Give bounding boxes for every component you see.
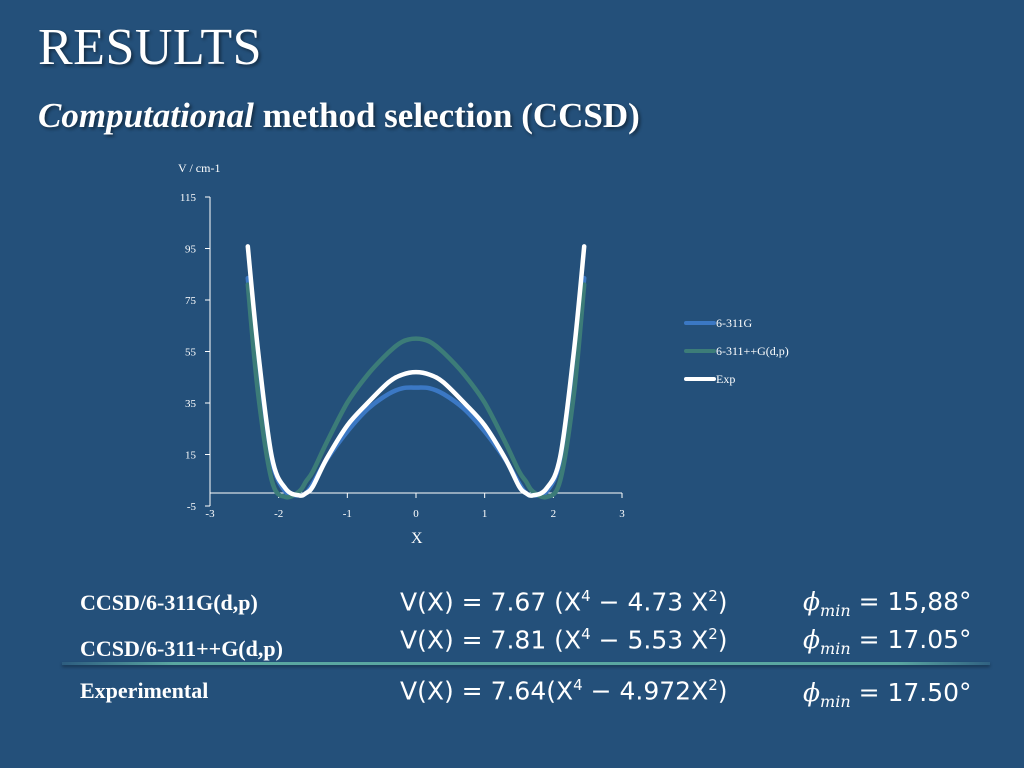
series-line-2 bbox=[245, 282, 587, 500]
x-tick-label: 1 bbox=[482, 508, 488, 520]
result-label-6-311ppg: CCSD/6-311++G(d,p) bbox=[80, 636, 283, 661]
equation-6-311g: V(X) = 7.67 (X4 − 4.73 X2) bbox=[400, 587, 728, 617]
legend: 6-311G 6-311++G(d,p) Exp bbox=[684, 316, 789, 386]
y-axis-label: V / cm-1 bbox=[178, 161, 220, 175]
y-tick-label: -5 bbox=[187, 501, 197, 513]
result-label-experimental: Experimental bbox=[80, 678, 209, 703]
legend-label: 6-311G bbox=[716, 316, 753, 330]
x-axis-label: X bbox=[411, 530, 423, 547]
slide-subtitle: Computational method selection (CCSD) bbox=[38, 96, 640, 136]
series-line-3 bbox=[245, 244, 587, 498]
equation-experimental: V(X) = 7.64(X4 − 4.972X2) bbox=[400, 676, 728, 706]
y-tick-label: 35 bbox=[185, 398, 197, 410]
subtitle-rest: method selection (CCSD) bbox=[253, 96, 640, 135]
x-tick-label: -3 bbox=[205, 508, 215, 520]
legend-label: 6-311++G(d,p) bbox=[716, 344, 789, 358]
x-tick-label: 0 bbox=[413, 508, 419, 520]
x-tick-label: -1 bbox=[343, 508, 352, 520]
y-tick-label: 15 bbox=[185, 450, 197, 462]
series-line-1 bbox=[245, 275, 587, 498]
equation-6-311ppg: V(X) = 7.81 (X4 − 5.53 X2) bbox=[400, 625, 728, 655]
x-tick-label: -2 bbox=[274, 508, 283, 520]
slide-title: RESULTS bbox=[38, 19, 263, 76]
divider-line bbox=[62, 662, 990, 665]
phi-min-experimental: ϕmin = 17.50° bbox=[803, 678, 972, 711]
series-layer bbox=[245, 244, 587, 500]
y-tick-label: 115 bbox=[180, 192, 197, 204]
phi-min-6-311ppg: ϕmin = 17.05° bbox=[803, 625, 972, 658]
phi-min-6-311g: ϕmin = 15,88° bbox=[803, 587, 972, 620]
subtitle-italic: Computational bbox=[38, 96, 254, 135]
x-tick-label: 3 bbox=[619, 508, 625, 520]
y-tick-label: 95 bbox=[185, 244, 197, 256]
result-label-6-311g: CCSD/6-311G(d,p) bbox=[80, 590, 258, 615]
x-tick-label: 2 bbox=[551, 508, 557, 520]
y-tick-label: 75 bbox=[185, 295, 197, 307]
legend-label: Exp bbox=[716, 372, 735, 386]
y-tick-label: 55 bbox=[185, 347, 197, 359]
